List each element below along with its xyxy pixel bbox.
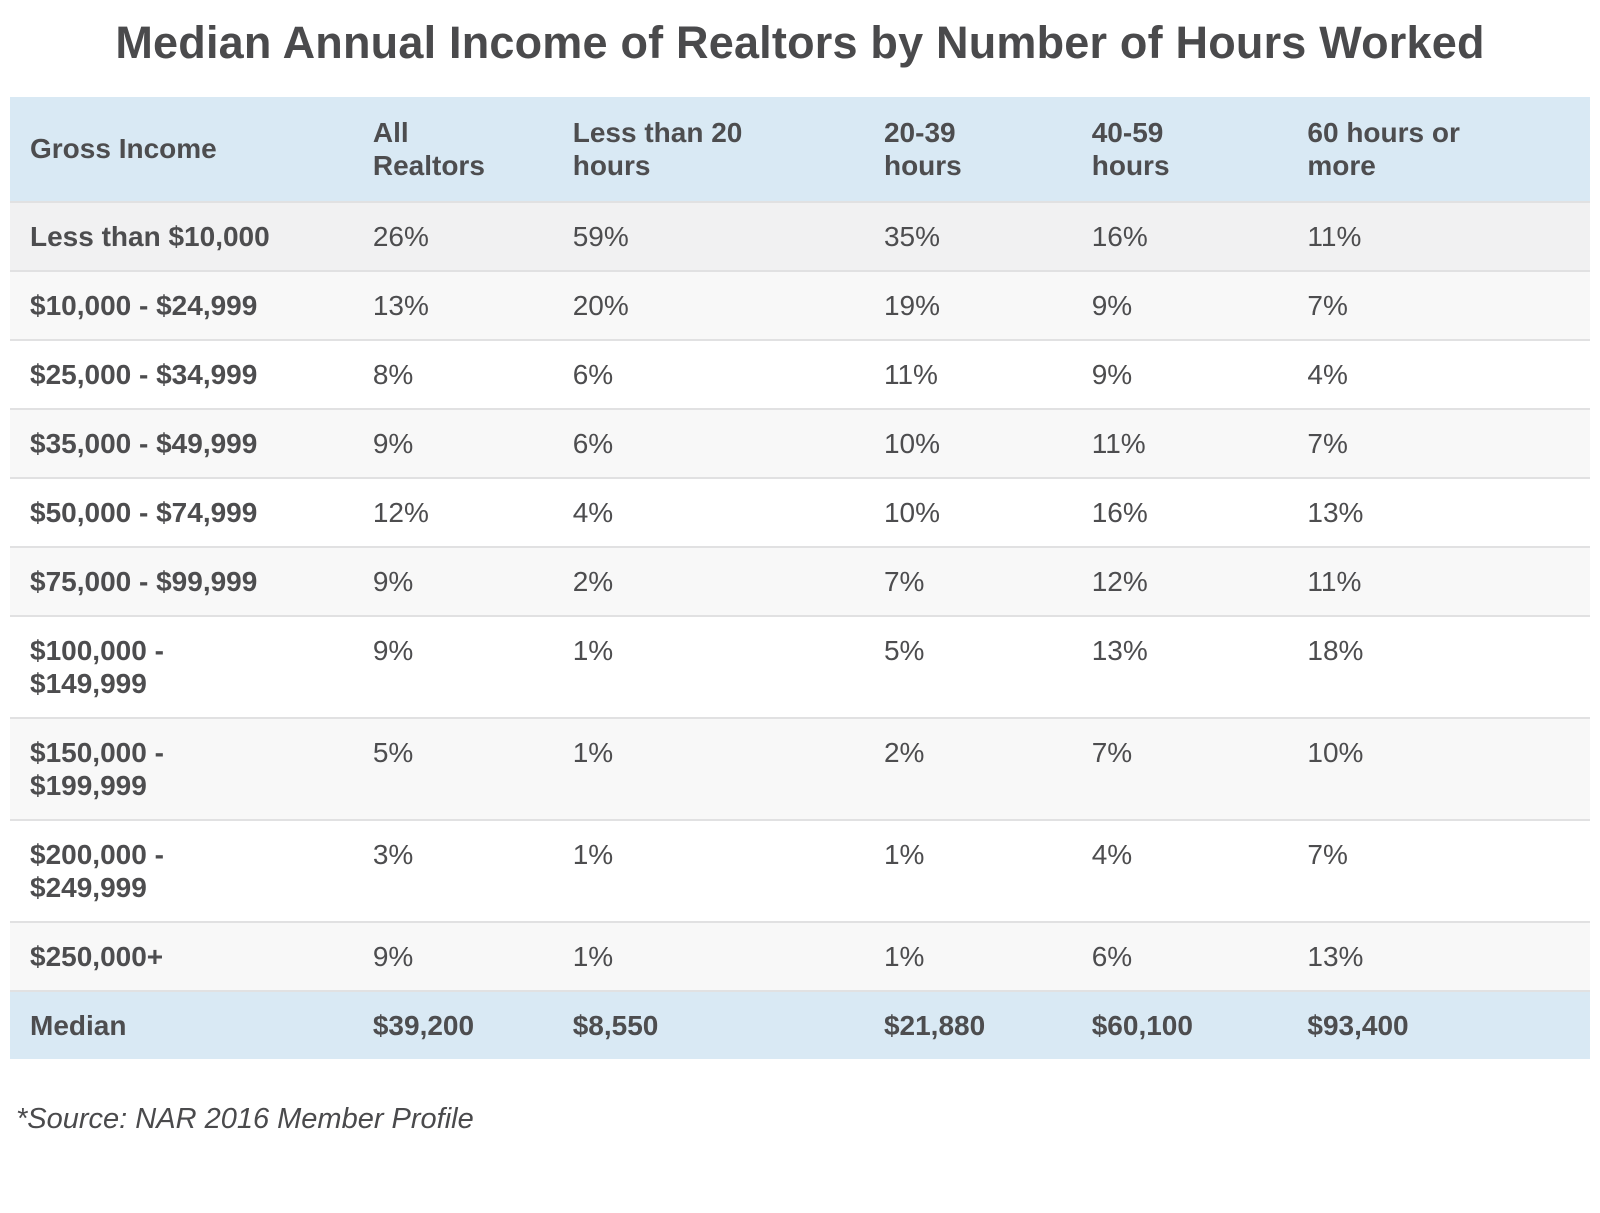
column-header: All Realtors <box>352 96 553 202</box>
table-row: $150,000 - $199,999 5% 1% 2% 7% 10% <box>10 716 1590 820</box>
median-value-cell: $8,550 <box>552 989 864 1059</box>
column-header: 40-59 hours <box>1071 96 1288 202</box>
value-cell: 1% <box>863 818 1072 922</box>
column-header: Gross Income <box>10 96 353 202</box>
value-cell: 2% <box>552 545 864 616</box>
value-cell: 1% <box>552 818 864 922</box>
value-cell: 11% <box>1287 200 1590 271</box>
value-cell: 4% <box>552 476 864 547</box>
value-cell: 9% <box>352 407 553 478</box>
value-cell: 7% <box>863 545 1072 616</box>
row-label-cell: $150,000 - $199,999 <box>10 716 353 820</box>
value-cell: 3% <box>352 818 553 922</box>
value-cell: 59% <box>552 200 864 271</box>
column-header: 60 hours or more <box>1287 96 1590 202</box>
value-cell: 6% <box>552 338 864 409</box>
value-cell: 5% <box>352 716 553 820</box>
value-cell: 9% <box>352 614 553 718</box>
table-row: $250,000+ 9% 1% 1% 6% 13% <box>10 920 1590 991</box>
value-cell: 8% <box>352 338 553 409</box>
value-cell: 9% <box>352 920 553 991</box>
value-cell: 6% <box>552 407 864 478</box>
header-row: Gross Income All Realtors Less than 20 hou… <box>10 96 1590 202</box>
row-label-cell: $25,000 - $34,999 <box>10 338 353 409</box>
value-cell: 12% <box>1071 545 1288 616</box>
row-label-cell: $100,000 - $149,999 <box>10 614 353 718</box>
table-row: $25,000 - $34,999 8% 6% 11% 9% 4% <box>10 338 1590 409</box>
value-cell: 2% <box>863 716 1072 820</box>
value-cell: 10% <box>863 476 1072 547</box>
median-row: Median $39,200 $8,550 $21,880 $60,100 $93,400 <box>10 989 1590 1059</box>
value-cell: 10% <box>1287 716 1590 820</box>
value-cell: 5% <box>863 614 1072 718</box>
value-cell: 13% <box>1071 614 1288 718</box>
value-cell: 9% <box>352 545 553 616</box>
value-cell: 19% <box>863 269 1072 340</box>
median-value-cell: $93,400 <box>1287 989 1590 1059</box>
table-row: $10,000 - $24,999 13% 20% 19% 9% 7% <box>10 269 1590 340</box>
value-cell: 9% <box>1071 338 1288 409</box>
table-header: Gross Income All Realtors Less than 20 hou… <box>10 96 1590 202</box>
row-label-cell: $75,000 - $99,999 <box>10 545 353 616</box>
median-value-cell: $39,200 <box>352 989 553 1059</box>
row-label-cell: $250,000+ <box>10 920 353 991</box>
value-cell: 11% <box>863 338 1072 409</box>
value-cell: 12% <box>352 476 553 547</box>
value-cell: 13% <box>1287 476 1590 547</box>
value-cell: 4% <box>1071 818 1288 922</box>
value-cell: 1% <box>552 920 864 991</box>
table-row: Less than $10,000 26% 59% 35% 16% 11% <box>10 200 1590 271</box>
value-cell: 13% <box>352 269 553 340</box>
value-cell: 1% <box>863 920 1072 991</box>
value-cell: 1% <box>552 614 864 718</box>
median-value-cell: $60,100 <box>1071 989 1288 1059</box>
value-cell: 4% <box>1287 338 1590 409</box>
value-cell: 7% <box>1287 407 1590 478</box>
column-header: Less than 20 hours <box>552 96 864 202</box>
income-table: Gross Income All Realtors Less than 20 hou… <box>10 96 1590 1059</box>
page: Median Annual Income of Realtors by Numb… <box>10 17 1590 1135</box>
source-note: *Source: NAR 2016 Member Profile <box>16 1102 474 1135</box>
value-cell: 9% <box>1071 269 1288 340</box>
table-row: $75,000 - $99,999 9% 2% 7% 12% 11% <box>10 545 1590 616</box>
value-cell: 7% <box>1287 269 1590 340</box>
value-cell: 16% <box>1071 200 1288 271</box>
value-cell: 16% <box>1071 476 1288 547</box>
value-cell: 35% <box>863 200 1072 271</box>
value-cell: 26% <box>352 200 553 271</box>
row-label-cell: $50,000 - $74,999 <box>10 476 353 547</box>
value-cell: 18% <box>1287 614 1590 718</box>
value-cell: 7% <box>1071 716 1288 820</box>
page-title: Median Annual Income of Realtors by Numb… <box>115 17 1485 68</box>
median-value-cell: $21,880 <box>863 989 1072 1059</box>
value-cell: 6% <box>1071 920 1288 991</box>
table-row: $35,000 - $49,999 9% 6% 10% 11% 7% <box>10 407 1590 478</box>
value-cell: 13% <box>1287 920 1590 991</box>
median-label-cell: Median <box>10 989 353 1059</box>
row-label-cell: Less than $10,000 <box>10 200 353 271</box>
row-label-cell: $200,000 - $249,999 <box>10 818 353 922</box>
table-row: $100,000 - $149,999 9% 1% 5% 13% 18% <box>10 614 1590 718</box>
table-row: $50,000 - $74,999 12% 4% 10% 16% 13% <box>10 476 1590 547</box>
value-cell: 7% <box>1287 818 1590 922</box>
row-label-cell: $35,000 - $49,999 <box>10 407 353 478</box>
value-cell: 1% <box>552 716 864 820</box>
row-label-cell: $10,000 - $24,999 <box>10 269 353 340</box>
value-cell: 10% <box>863 407 1072 478</box>
column-header: 20-39 hours <box>863 96 1072 202</box>
table-body: Less than $10,000 26% 59% 35% 16% 11% $10,000 … <box>10 200 1590 1059</box>
value-cell: 20% <box>552 269 864 340</box>
table-row: $200,000 - $249,999 3% 1% 1% 4% 7% <box>10 818 1590 922</box>
value-cell: 11% <box>1287 545 1590 616</box>
value-cell: 11% <box>1071 407 1288 478</box>
